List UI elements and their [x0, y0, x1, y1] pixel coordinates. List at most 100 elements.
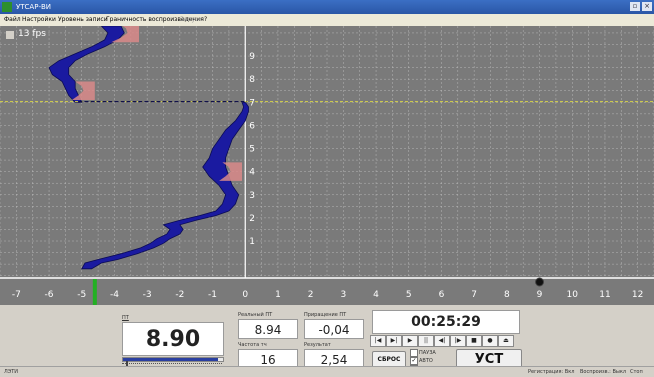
skip-forward-button[interactable]: ▶| — [386, 335, 402, 347]
status-bar: ЛЭТИ Регистрация: Вкл Воспроизв.: Выкл С… — [0, 366, 654, 377]
step-forward-button[interactable]: |▶ — [450, 335, 466, 347]
title-bar: УТСАР-ВИ ▫ × — [0, 0, 654, 14]
y-tick-label: 8 — [249, 75, 255, 85]
x-tick-label: -5 — [77, 290, 86, 300]
pt-slider-handle[interactable] — [126, 361, 128, 367]
deviation-band — [219, 162, 242, 181]
y-tick-label: 6 — [249, 121, 255, 131]
result-label: Результат — [304, 342, 331, 348]
auto-checkbox-label: АВТО — [419, 358, 433, 364]
increment-pt-value: -0,04 — [318, 323, 350, 337]
time-value: 00:25:29 — [411, 314, 481, 330]
status-stop: Стоп — [630, 369, 643, 375]
skip-back-button[interactable]: |◀ — [370, 335, 386, 347]
x-tick-label: 8 — [504, 290, 510, 300]
x-tick-label: -3 — [143, 290, 152, 300]
step-back-button[interactable]: ◀| — [434, 335, 450, 347]
grid — [0, 26, 654, 279]
real-pt-display: 8.94 — [238, 319, 298, 339]
menu-help[interactable]: ? — [204, 16, 208, 23]
record-button[interactable]: ● — [482, 335, 498, 347]
pt-progress-fill — [123, 358, 218, 361]
frequency-panel: Частота тч 16 — [236, 341, 300, 369]
series — [48, 26, 249, 270]
control-panel: ПТ 8.90 Реальный ПТ 8.94 Приращение ПТ -… — [0, 305, 654, 376]
real-pt-panel: Реальный ПТ 8.94 — [236, 311, 300, 339]
increment-pt-panel: Приращение ПТ -0,04 — [302, 311, 366, 339]
y-tick-label: 4 — [249, 168, 255, 178]
pt-slider[interactable] — [122, 361, 222, 367]
status-registration: Регистрация: Вкл — [528, 369, 575, 375]
minimize-button[interactable]: ▫ — [630, 2, 640, 11]
current-position-marker — [92, 279, 97, 305]
pt-progress — [122, 357, 224, 362]
pause-button[interactable]: || — [418, 335, 434, 347]
menu-settings[interactable]: Настройки — [22, 16, 56, 23]
deviation-band — [111, 26, 139, 43]
corner-box — [6, 31, 14, 39]
pause-checkbox[interactable] — [410, 349, 418, 357]
menu-start: Запуск — [180, 16, 202, 23]
y-tick-label: 9 — [249, 52, 255, 62]
plot-area: -7 -6 -5 -4 -3 -2 -1 0 1 2 3 4 5 6 7 8 9 10 11 12 1 2 3 4 5 6 7 8 9 … — [0, 26, 654, 305]
play-button[interactable]: ▶ — [402, 335, 418, 347]
time-display: 00:25:29 — [372, 310, 520, 334]
x-tick-label: 5 — [406, 290, 412, 300]
x-tick-label: 2 — [308, 290, 314, 300]
x-tick-label: 12 — [632, 290, 643, 300]
auto-checkbox[interactable]: ✓ — [410, 357, 418, 365]
x-tick-label: 7 — [471, 290, 477, 300]
pt-display: 8.90 — [122, 322, 224, 356]
y-tick-label: 5 — [249, 145, 255, 155]
x-tick-label: 0 — [242, 290, 248, 300]
player-controls: |◀ ▶| ▶ || ◀| |▶ ■ ● ⏏ — [370, 335, 520, 347]
result-panel: Результат 2,54 — [302, 341, 366, 369]
x-tick-label: 1 — [275, 290, 281, 300]
close-button[interactable]: × — [642, 2, 652, 11]
x-tick-label: -7 — [12, 290, 21, 300]
y-tick-label: 1 — [249, 237, 255, 247]
x-tick-label: 9 — [537, 290, 543, 300]
x-tick-label: 6 — [439, 290, 445, 300]
increment-pt-display: -0,04 — [304, 319, 364, 339]
app-icon — [2, 2, 12, 12]
deviation-band — [71, 81, 95, 100]
marker-dot — [535, 277, 545, 287]
eject-button[interactable]: ⏏ — [498, 335, 514, 347]
status-playback: Воспроизв.: Выкл — [580, 369, 627, 375]
menu-level[interactable]: Уровень записи — [58, 16, 108, 23]
x-tick-label: 4 — [373, 290, 379, 300]
real-pt-value: 8.94 — [254, 323, 282, 337]
frequency-value: 16 — [260, 353, 276, 367]
frequency-label: Частота тч — [238, 342, 267, 348]
pt-value: 8.90 — [145, 327, 201, 352]
stop-button[interactable]: ■ — [466, 335, 482, 347]
x-tick-label: 3 — [340, 290, 346, 300]
x-tick-label: 10 — [567, 290, 579, 300]
x-tick-label: -2 — [175, 290, 184, 300]
fps-indicator: 13 fps — [18, 29, 46, 39]
overlays — [0, 100, 654, 305]
pt-label: ПТ — [122, 315, 129, 321]
x-tick-label: -6 — [45, 290, 54, 300]
result-value: 2,54 — [320, 353, 348, 367]
frequency-display: 16 — [238, 349, 298, 369]
x-tick-label: -4 — [110, 290, 119, 300]
pt-panel: ПТ 8.90 — [118, 311, 230, 367]
x-tick-label: 11 — [599, 290, 610, 300]
real-pt-label: Реальный ПТ — [238, 312, 273, 318]
y-tick-label: 3 — [249, 191, 255, 201]
menu-bar: Файл Настройки Уровень записи Граничност… — [0, 14, 654, 26]
pause-checkbox-label: ПАУЗА — [419, 350, 436, 356]
status-left: ЛЭТИ — [4, 369, 19, 375]
profile-band — [81, 101, 249, 270]
window-title: УТСАР-ВИ — [16, 3, 52, 11]
menu-playback[interactable]: Граничность воспроизведения — [106, 16, 204, 23]
menu-file[interactable]: Файл — [4, 16, 21, 23]
result-display: 2,54 — [304, 349, 364, 369]
x-tick-label: -1 — [208, 290, 217, 300]
y-tick-label: 7 — [249, 98, 255, 108]
y-tick-label: 2 — [249, 214, 255, 224]
